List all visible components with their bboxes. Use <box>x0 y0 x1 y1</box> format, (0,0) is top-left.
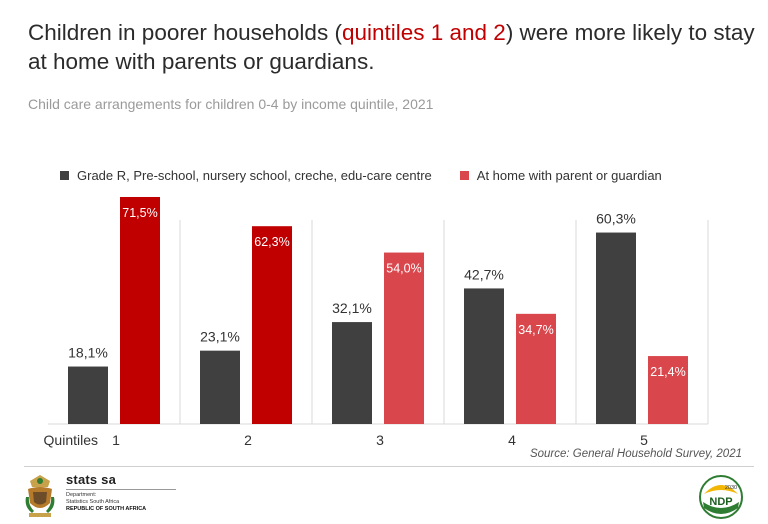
footer-divider <box>24 466 754 467</box>
chart-legend: Grade R, Pre-school, nursery school, cre… <box>60 168 690 183</box>
data-label-home: 71,5% <box>122 206 157 220</box>
data-label-grade-r: 18,1% <box>68 345 108 361</box>
legend-label-grade-r: Grade R, Pre-school, nursery school, cre… <box>77 168 432 183</box>
legend-swatch-grade-r <box>60 171 69 180</box>
bar-home <box>648 356 688 424</box>
legend-swatch-home <box>459 171 469 180</box>
x-tick-label: 5 <box>640 432 648 448</box>
data-label-grade-r: 60,3% <box>596 211 636 227</box>
data-label-home: 34,7% <box>518 323 553 337</box>
ndp-leaf-icon <box>703 502 739 514</box>
dept-line-3: REPUBLIC OF SOUTH AFRICA <box>66 506 147 512</box>
brand-name: stats sa <box>66 472 117 487</box>
ndp-sun-icon <box>704 485 738 494</box>
stats-sa-logo: stats sa Department: Statistics South Af… <box>22 472 176 519</box>
bar-grade-r <box>200 350 240 424</box>
ndp-label: NDP <box>709 496 732 508</box>
x-tick-label: 4 <box>508 432 516 448</box>
x-axis-title: Quintiles <box>44 432 98 448</box>
x-tick-label: 2 <box>244 432 252 448</box>
data-label-grade-r: 32,1% <box>332 300 372 316</box>
data-label-home: 62,3% <box>254 235 289 249</box>
chart-headline: Children in poorer households (quintiles… <box>28 18 758 76</box>
ndp-year: 2030 <box>725 485 737 491</box>
legend-label-home: At home with parent or guardian <box>476 168 662 183</box>
data-label-home: 54,0% <box>386 262 421 276</box>
data-label-grade-r: 23,1% <box>200 329 240 345</box>
bar-grade-r <box>68 366 108 424</box>
brand-underline <box>66 489 176 490</box>
bar-home <box>120 196 160 424</box>
headline-text-before: Children in poorer households ( <box>28 20 342 45</box>
x-tick-label: 3 <box>376 432 384 448</box>
bar-grade-r <box>332 322 372 424</box>
ndp-2030-logo: NDP 2030 <box>699 475 743 519</box>
bar-home <box>252 226 292 424</box>
legend-item-grade-r: Grade R, Pre-school, nursery school, cre… <box>60 168 432 183</box>
legend-item-home: At home with parent or guardian <box>459 168 662 183</box>
dept-line-1: Department: <box>66 492 97 498</box>
dept-line-2: Statistics South Africa <box>66 499 120 505</box>
data-label-grade-r: 42,7% <box>464 266 504 282</box>
chart-subtitle: Child care arrangements for children 0-4… <box>28 96 434 112</box>
data-label-home: 21,4% <box>650 365 685 379</box>
headline-text-after: ) were more likely to stay at home with … <box>28 20 755 74</box>
bar-grade-r <box>464 288 504 424</box>
bar-home <box>384 252 424 424</box>
coat-of-arms-icon <box>25 475 55 517</box>
chart-source: Source: General Household Survey, 2021 <box>529 448 742 460</box>
headline-highlight: quintiles 1 and 2 <box>341 20 506 45</box>
bar-home <box>516 313 556 424</box>
x-tick-label: 1 <box>112 432 120 448</box>
bar-grade-r <box>596 232 636 424</box>
